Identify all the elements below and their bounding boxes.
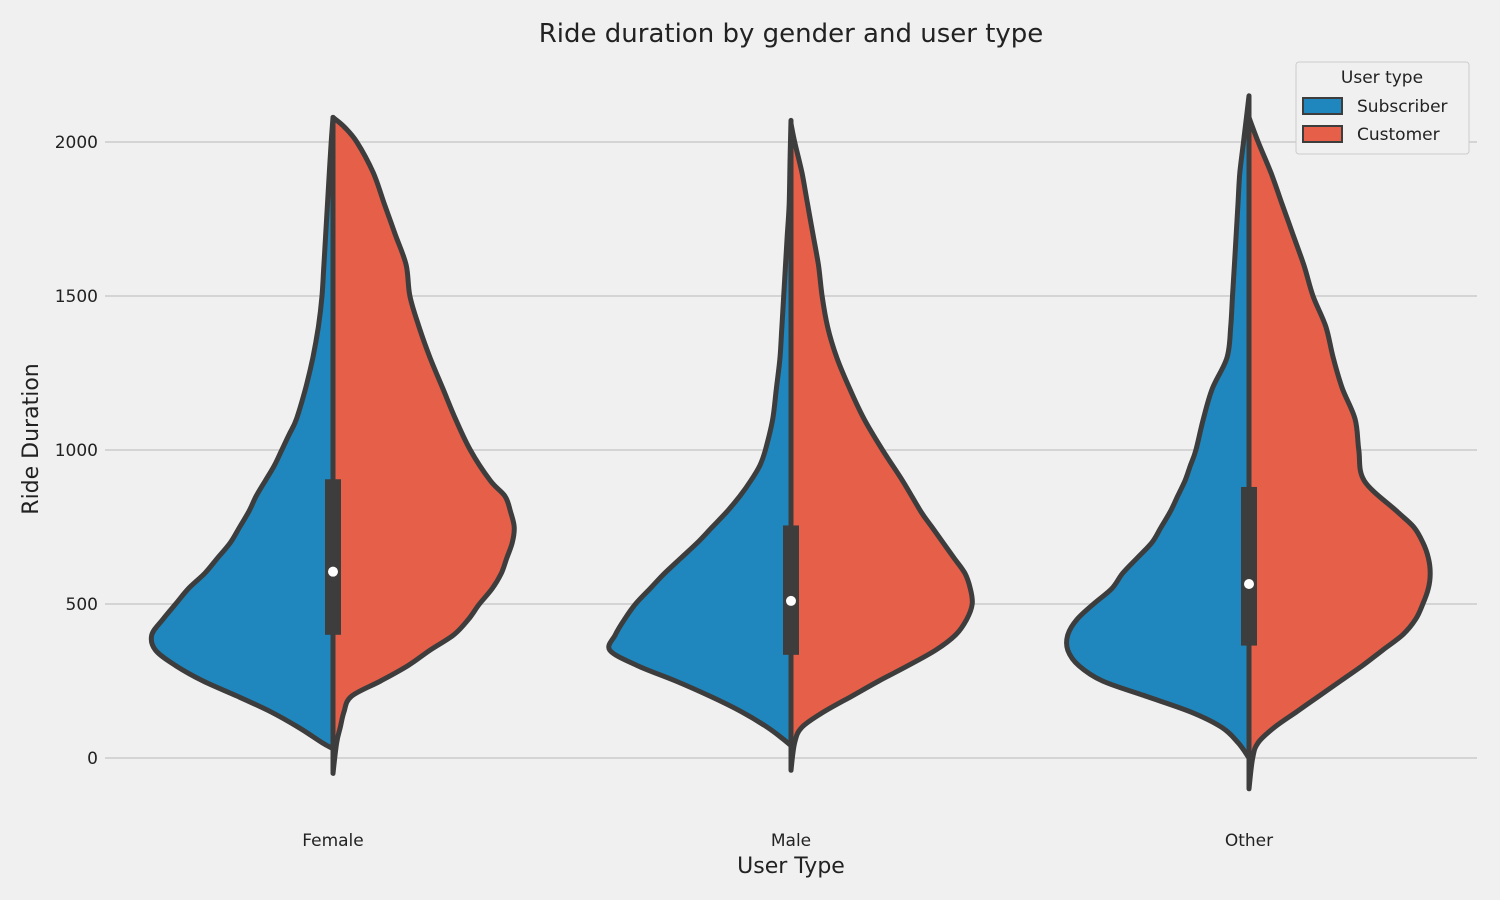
x-tick-label-male: Male xyxy=(771,831,811,851)
x-tick-label-female: Female xyxy=(302,831,363,851)
chart-title: Ride duration by gender and user type xyxy=(539,19,1044,49)
median-marker-male xyxy=(786,595,796,606)
legend-label-subscriber: Subscriber xyxy=(1357,97,1448,117)
violin-male-subscriber xyxy=(606,117,794,749)
violin-female-subscriber xyxy=(148,114,336,752)
y-tick-label: 1500 xyxy=(55,287,98,307)
violin-other-subscriber xyxy=(1064,93,1252,761)
x-axis-label: User Type xyxy=(737,854,845,879)
violins xyxy=(148,93,1433,792)
y-tick-labels: 0 500 1000 1500 2000 xyxy=(55,133,98,769)
iqr-box-female xyxy=(325,479,341,635)
violin-female-customer xyxy=(330,114,517,776)
x-tick-labels: Female Male Other xyxy=(302,831,1273,851)
legend-swatch-customer xyxy=(1302,125,1343,143)
median-marker-female xyxy=(328,566,338,577)
y-tick-label: 500 xyxy=(66,595,98,615)
y-tick-label: 0 xyxy=(87,749,98,769)
legend-title: User type xyxy=(1341,68,1423,88)
legend-label-customer: Customer xyxy=(1357,125,1440,145)
y-tick-label: 1000 xyxy=(55,441,98,461)
legend-swatch-subscriber xyxy=(1302,97,1343,115)
violin-other-customer xyxy=(1246,114,1433,792)
y-axis-label: Ride Duration xyxy=(19,363,44,514)
iqr-box-male xyxy=(783,525,799,655)
median-marker-other xyxy=(1244,578,1254,589)
x-tick-label-other: Other xyxy=(1225,831,1273,851)
legend: User type Subscriber Customer xyxy=(1295,61,1470,155)
violin-male-customer xyxy=(788,121,975,773)
y-tick-label: 2000 xyxy=(55,133,98,153)
box-plots xyxy=(325,105,1257,758)
iqr-box-other xyxy=(1241,486,1257,646)
